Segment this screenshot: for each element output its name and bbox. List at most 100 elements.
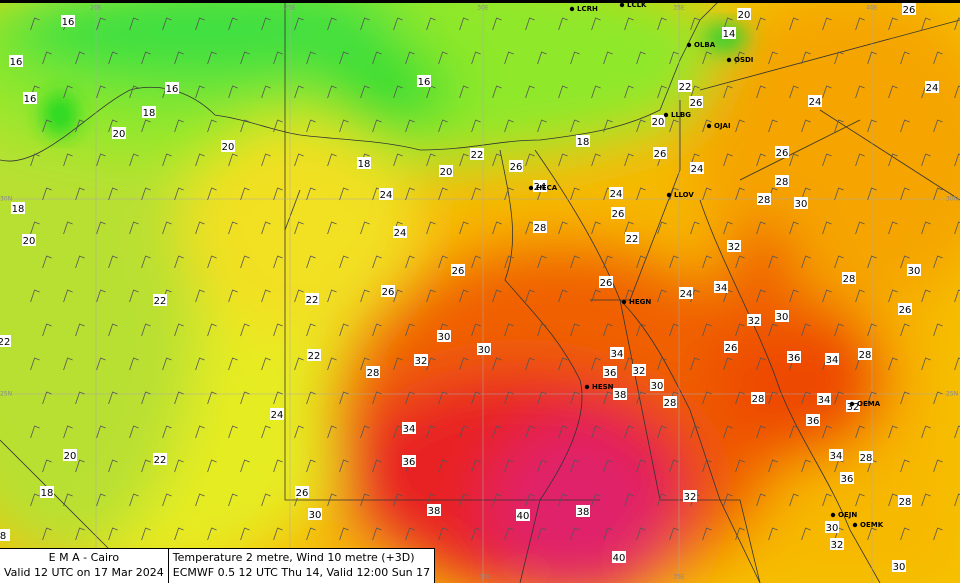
grid-label: 30N — [946, 196, 958, 203]
isotherm-value: 30 — [651, 381, 664, 392]
isotherm-label: 34 — [610, 347, 624, 360]
isotherm-value: 22 — [306, 295, 319, 306]
isotherm-value: 30 — [478, 345, 491, 356]
isotherm-label: 16 — [9, 55, 23, 68]
grid-label: 20E — [90, 5, 102, 12]
isotherm-label: 24 — [925, 81, 939, 94]
isotherm-value: 28 — [758, 195, 771, 206]
label-box — [690, 162, 704, 174]
isotherm-label: 28 — [858, 348, 872, 361]
isotherm-label: 26 — [653, 147, 667, 160]
label-box — [366, 366, 380, 378]
label-box — [722, 27, 736, 39]
station-code: OLBA — [694, 41, 716, 49]
label-box — [576, 505, 590, 517]
label-box — [727, 240, 741, 252]
label-box — [402, 422, 416, 434]
footer-left: E M A - Cairo Valid 12 UTC on 17 Mar 202… — [0, 549, 168, 583]
footer-text: Valid 12 UTC on 17 Mar 2024 — [4, 566, 164, 579]
label-box — [533, 180, 547, 192]
isotherm-value: 24 — [534, 182, 547, 193]
station-dot — [666, 192, 672, 198]
isotherm-label: 20 — [63, 449, 77, 462]
label-box — [40, 486, 54, 498]
isotherm-label: 24 — [690, 162, 704, 175]
isotherm-label: 38 — [613, 388, 627, 401]
isotherm-label: 24 — [808, 95, 822, 108]
isotherm-label: 22 — [307, 349, 321, 362]
isotherm-value: 36 — [403, 457, 416, 468]
isotherm-value: 24 — [610, 189, 623, 200]
isotherm-value: 28 — [776, 177, 789, 188]
isotherm-value: 32 — [847, 402, 860, 413]
label-box — [9, 55, 23, 67]
isotherm-value: 8 — [0, 531, 6, 542]
isotherm-value: 36 — [604, 368, 617, 379]
isotherm-label: 32 — [747, 314, 761, 327]
label-box — [610, 347, 624, 359]
label-box — [22, 234, 36, 246]
isotherm-value: 40 — [613, 553, 626, 564]
isotherm-label: 26 — [451, 264, 465, 277]
label-box — [683, 490, 697, 502]
isotherm-label: 24 — [533, 180, 547, 193]
label-box — [907, 264, 921, 276]
isotherm-value: 20 — [64, 451, 77, 462]
isotherm-label: 32 — [830, 538, 844, 551]
isotherm-value: 24 — [691, 164, 704, 175]
isotherm-label: 32 — [683, 490, 697, 503]
isotherm-value: 28 — [752, 394, 765, 405]
label-box — [829, 449, 843, 461]
isotherm-label: 30 — [775, 310, 789, 323]
isotherm-label: 20 — [737, 8, 751, 21]
label-box — [757, 193, 771, 205]
isotherm-label: 28 — [366, 366, 380, 379]
isotherm-label: 22 — [153, 294, 167, 307]
label-box — [307, 349, 321, 361]
label-box — [898, 495, 912, 507]
label-box — [611, 207, 625, 219]
isotherm-label: 30 — [892, 560, 906, 573]
grid-label: 25E — [284, 5, 296, 12]
isotherm-label: 34 — [402, 422, 416, 435]
isotherm-value: 26 — [452, 266, 465, 277]
isotherm-label: 22 — [470, 148, 484, 161]
isotherm-value: 24 — [680, 289, 693, 300]
label-box — [751, 392, 765, 404]
isotherm-value: 32 — [831, 540, 844, 551]
isotherm-value: 16 — [62, 17, 75, 28]
isotherm-value: 18 — [358, 159, 371, 170]
grid-label: 35E — [673, 574, 685, 581]
label-box — [858, 348, 872, 360]
label-box — [663, 396, 677, 408]
isotherm-label: 22 — [305, 293, 319, 306]
station-dot — [528, 185, 534, 191]
isotherm-label: 38 — [427, 504, 441, 517]
label-box — [295, 486, 309, 498]
isotherm-value: 24 — [380, 190, 393, 201]
isotherm-label: 18 — [11, 202, 25, 215]
station-dot — [830, 512, 836, 518]
label-box — [153, 453, 167, 465]
isotherm-value: 22 — [679, 82, 692, 93]
isotherm-label: 26 — [775, 146, 789, 159]
isotherm-value: 28 — [860, 453, 873, 464]
isotherm-label: 22 — [153, 453, 167, 466]
isotherm-label: 20 — [112, 127, 126, 140]
isotherm-value: 36 — [841, 474, 854, 485]
label-box — [393, 226, 407, 238]
isotherm-label: 34 — [714, 281, 728, 294]
label-box — [451, 264, 465, 276]
isotherm-label: 16 — [61, 15, 75, 28]
isotherm-label: 40 — [612, 551, 626, 564]
label-box — [846, 400, 860, 412]
label-box — [417, 75, 431, 87]
isotherm-value: 20 — [113, 129, 126, 140]
isotherm-value: 32 — [684, 492, 697, 503]
isotherm-value: 20 — [440, 167, 453, 178]
label-box — [613, 388, 627, 400]
isotherm-value: 26 — [600, 278, 613, 289]
isotherm-value: 34 — [826, 355, 839, 366]
isotherm-label: 34 — [825, 353, 839, 366]
isotherm-label: 32 — [846, 400, 860, 413]
